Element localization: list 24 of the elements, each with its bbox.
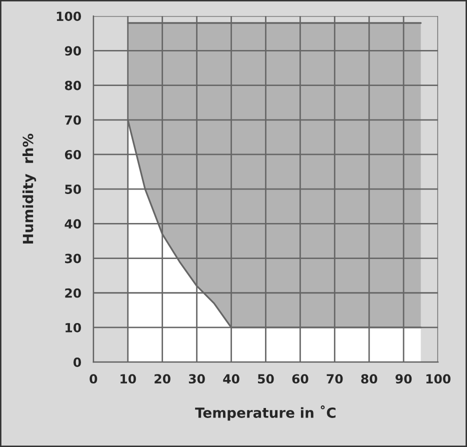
y-tick-label: 10 xyxy=(66,322,81,332)
y-tick-label: 90 xyxy=(64,46,81,56)
x-tick-label: 70 xyxy=(326,374,343,384)
x-tick-label: 60 xyxy=(292,374,308,384)
y-tick-label: 0 xyxy=(73,358,81,367)
x-tick-label: 30 xyxy=(188,374,205,384)
x-axis-title: Temperature in ˚C xyxy=(195,405,336,421)
x-tick-label: 20 xyxy=(154,374,170,384)
y-tick-label: 30 xyxy=(65,254,81,264)
y-tick-label: 40 xyxy=(64,219,81,229)
x-tick-label: 80 xyxy=(361,374,378,384)
x-tick-label: 0 xyxy=(90,374,98,384)
x-tick-label: 10 xyxy=(120,374,136,384)
x-tick-label: 90 xyxy=(396,374,412,384)
y-tick-label: 100 xyxy=(56,12,81,22)
x-tick-label: 100 xyxy=(426,374,450,384)
x-tick-label: 40 xyxy=(223,374,240,384)
y-axis-title: Humidity rh% xyxy=(22,134,36,244)
y-tick-label: 80 xyxy=(64,80,81,90)
y-tick-label: 60 xyxy=(64,150,81,160)
y-tick-label: 50 xyxy=(65,184,81,194)
x-tick-label: 50 xyxy=(258,374,274,384)
y-tick-label: 70 xyxy=(65,115,81,125)
y-tick-label: 20 xyxy=(65,288,81,298)
